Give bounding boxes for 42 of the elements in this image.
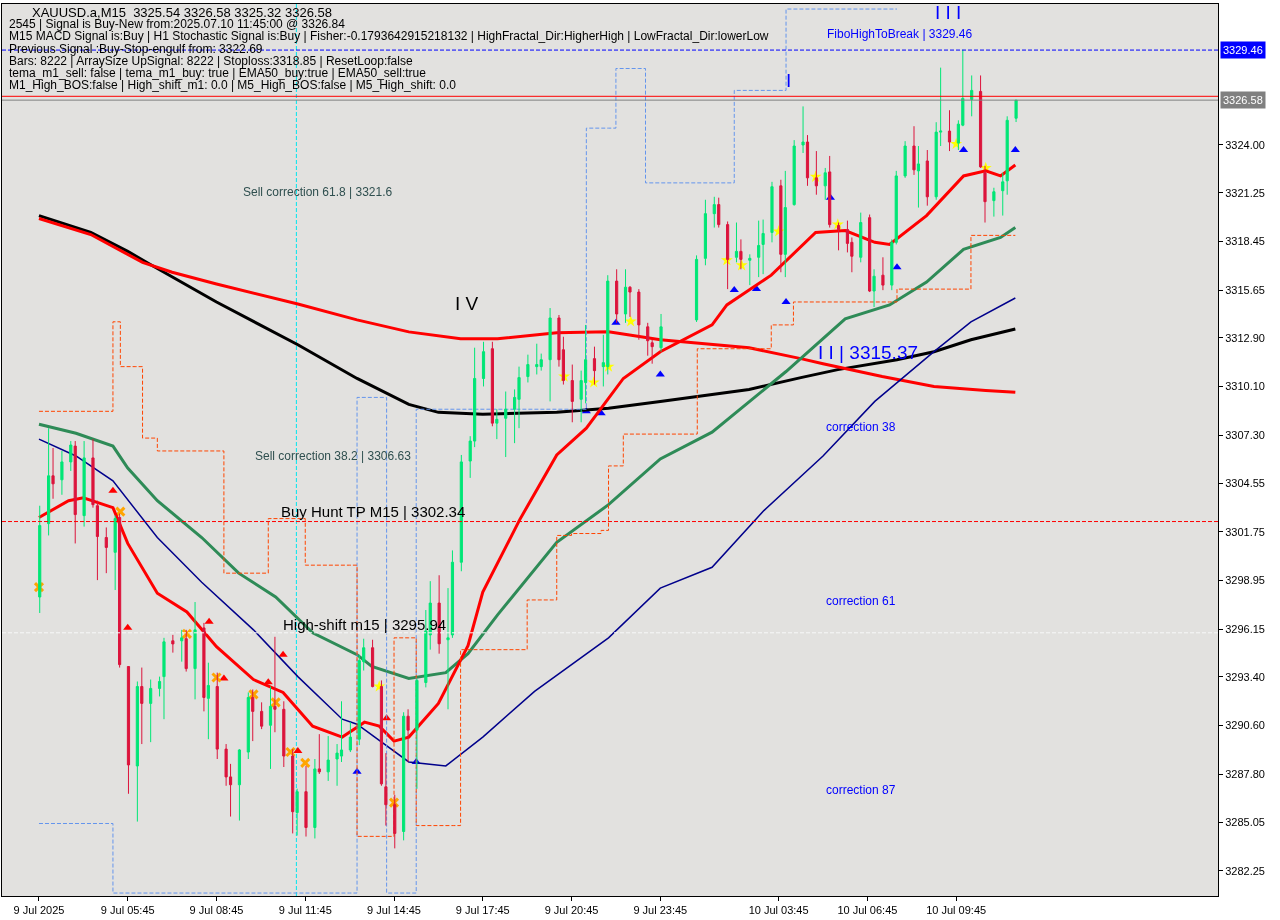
- annotation: I: [786, 70, 792, 91]
- chart-title: XAUUSD.a,M15 3325.54 3326.58 3325.32 3326.58: [32, 4, 332, 20]
- y-tick-label: 3307.30: [1225, 429, 1265, 442]
- y-tick-label: 3301.75: [1225, 525, 1265, 538]
- x-tick-label: 9 Jul 14:45: [367, 904, 421, 917]
- y-tick-label: 3296.15: [1225, 623, 1265, 635]
- annotation: Sell correction 61.8 | 3321.6: [243, 185, 393, 199]
- annotation: I V: [455, 293, 479, 314]
- x-tick-label: 10 Jul 06:45: [837, 904, 898, 917]
- annotation: M1_High_BOS:false | High_shift_m1: 0.0 | M5_High_BOS:false | M5_High_shift: 0.0: [9, 78, 457, 92]
- y-tick-label: 3315.65: [1225, 284, 1265, 296]
- x-tick-label: 9 Jul 05:45: [100, 904, 155, 917]
- x-tick-label: 10 Jul 09:45: [926, 904, 987, 917]
- y-tick-label: 3321.25: [1225, 186, 1265, 199]
- annotation: correction 61: [826, 594, 896, 608]
- x-tick-label: 9 Jul 20:45: [544, 904, 599, 917]
- ref-line-label: 3329.46: [1223, 44, 1263, 56]
- y-tick-label: 3287.80: [1225, 768, 1265, 781]
- annotation: Sell correction 38.2 | 3306.63: [255, 449, 412, 463]
- ref-line-label: 3326.58: [1223, 94, 1263, 106]
- y-tick-label: 3312.90: [1225, 331, 1265, 344]
- x-tick-label: 9 Jul 23:45: [633, 904, 688, 917]
- annotation: FiboHighToBreak | 3329.46: [827, 27, 973, 41]
- annotation: 2545 | Signal is Buy-New from:2025.07.10 11:45:00 @ 3326.84: [9, 17, 346, 31]
- y-tick-label: 3290.60: [1225, 719, 1265, 732]
- y-tick-label: 3298.95: [1225, 574, 1265, 587]
- y-tick-label: 3282.25: [1225, 864, 1265, 877]
- x-tick-label: 10 Jul 03:45: [748, 904, 809, 917]
- annotation: tema_m1_sell: false | tema_m1_buy: true | EMA50_buy:true | EMA50_sell:true: [9, 66, 427, 80]
- x-tick-label: 9 Jul 2025: [13, 904, 65, 917]
- annotation: I I | 3315.37: [818, 342, 919, 363]
- annotation: correction 87: [826, 783, 896, 797]
- y-tick-label: 3293.40: [1225, 670, 1265, 683]
- y-tick-label: 3304.55: [1225, 476, 1265, 489]
- y-tick-label: 3310.10: [1225, 380, 1265, 393]
- y-tick-label: 3324.00: [1225, 138, 1265, 151]
- annotation: I I I: [935, 2, 962, 23]
- x-tick-label: 9 Jul 17:45: [455, 904, 510, 917]
- y-tick-label: 3318.45: [1225, 235, 1265, 248]
- y-tick-label: 3285.05: [1225, 815, 1265, 828]
- x-tick-label: 9 Jul 08:45: [189, 904, 244, 917]
- x-tick-label: 9 Jul 11:45: [278, 904, 332, 917]
